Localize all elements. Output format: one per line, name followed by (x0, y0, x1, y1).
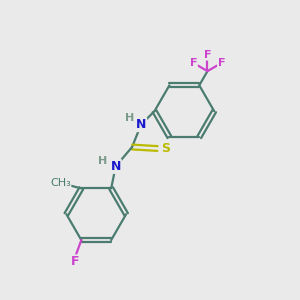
Text: F: F (71, 255, 80, 268)
Text: N: N (136, 118, 146, 131)
Text: CH₃: CH₃ (50, 178, 71, 188)
Text: N: N (110, 160, 121, 173)
Text: F: F (218, 58, 226, 68)
Text: F: F (204, 50, 211, 60)
Text: F: F (190, 58, 197, 68)
Text: H: H (98, 156, 108, 166)
Text: H: H (125, 113, 134, 123)
Text: S: S (161, 142, 170, 155)
